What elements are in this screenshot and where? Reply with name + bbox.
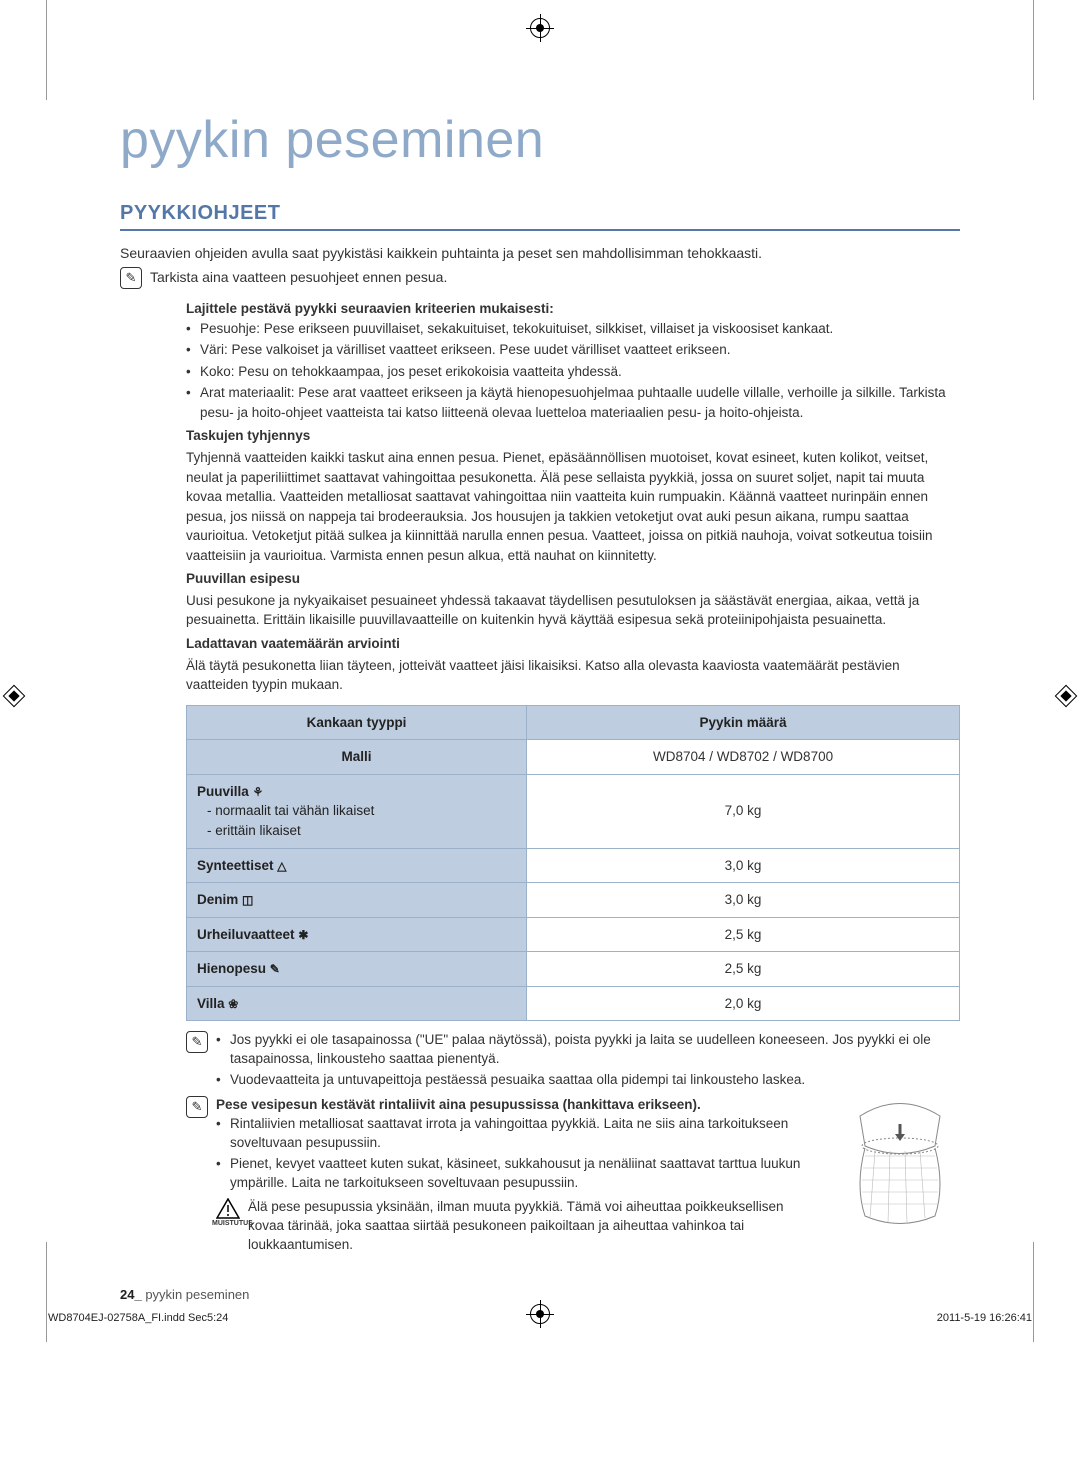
table-model-value: WD8704 / WD8702 / WD8700 [527, 740, 960, 775]
note-icon: ✎ [186, 1031, 208, 1053]
table-row-label: Villa ❀ [187, 986, 527, 1021]
sports-icon: ✱ [298, 928, 308, 942]
block4-head: Ladattavan vaatemäärän arviointi [186, 634, 960, 654]
row-value: 7,0 kg [527, 774, 960, 848]
block1-list: Pesuohje: Pese erikseen puuvillaiset, se… [186, 319, 960, 423]
warning-label: MUISTUTUS [212, 1219, 246, 1229]
row-value: 2,5 kg [527, 952, 960, 987]
footer-text: pyykin peseminen [145, 1287, 249, 1302]
delicate-icon: ✎ [270, 962, 280, 976]
table-header-amount: Pyykin määrä [527, 705, 960, 740]
crop-mark [46, 1242, 47, 1342]
row-value: 2,0 kg [527, 986, 960, 1021]
block3-head: Puuvillan esipesu [186, 569, 960, 589]
content-block-sort: Lajittele pestävä pyykki seuraavien krit… [186, 299, 960, 1259]
note-item: Pienet, kevyet vaatteet kuten sukat, käs… [230, 1155, 822, 1193]
note-item: Rintaliivien metalliosat saattavat irrot… [230, 1115, 822, 1153]
row-value: 2,5 kg [527, 917, 960, 952]
wool-icon: ❀ [228, 997, 238, 1011]
note-icon: ✎ [186, 1096, 208, 1118]
crop-mark [46, 0, 47, 100]
row-label: Urheiluvaatteet [197, 927, 295, 942]
block1-head: Lajittele pestävä pyykki seuraavien krit… [186, 299, 960, 319]
print-registration-top [530, 18, 550, 38]
table-row-label: Denim ◫ [187, 883, 527, 918]
table-row-label: Puuvilla ⚘ - normaalit tai vähän likaise… [187, 774, 527, 848]
block2-head: Taskujen tyhjennys [186, 426, 960, 446]
notesB-head: Pese vesipesun kestävät rintaliivit aina… [216, 1097, 701, 1112]
crop-mark [1033, 1242, 1034, 1342]
table-row-label: Hienopesu ✎ [187, 952, 527, 987]
warning-text: Älä pese pesupussia yksinään, ilman muut… [248, 1198, 822, 1255]
page-content: pyykin peseminen PYYKKIOHJEET Seuraavien… [0, 0, 1080, 1342]
list-item: Koko: Pesu on tehokkaampaa, jos peset er… [200, 362, 960, 382]
print-registration-bottom [530, 1304, 550, 1324]
main-title: pyykin peseminen [120, 110, 960, 170]
note-item: Jos pyykki ei ole tasapainossa ("UE" pal… [230, 1031, 960, 1069]
block4-text: Älä täytä pesukonetta liian täyteen, jot… [186, 656, 960, 695]
crop-mark [1033, 0, 1034, 100]
section-title: PYYKKIOHJEET [120, 202, 960, 231]
bottom-notes: ✎ Jos pyykki ei ole tasapainossa ("UE" p… [186, 1031, 960, 1259]
cotton-icon: ⚘ [253, 785, 264, 799]
row-label: Villa [197, 996, 225, 1011]
table-row-label: Urheiluvaatteet ✱ [187, 917, 527, 952]
row-label: Hienopesu [197, 961, 266, 976]
load-table: Kankaan tyyppi Pyykin määrä Malli WD8704… [186, 705, 960, 1022]
block3-text: Uusi pesukone ja nykyaikaiset pesuaineet… [186, 591, 960, 630]
note-item: Vuodevaatteita ja untuvapeittoja pestäes… [230, 1071, 960, 1090]
table-model-label: Malli [187, 740, 527, 775]
denim-icon: ◫ [242, 893, 253, 907]
warning-icon: MUISTUTUS [216, 1198, 240, 1219]
laundry-bag-illustration [840, 1096, 960, 1226]
table-row-label: Synteettiset △ [187, 848, 527, 883]
print-footer-right: 2011-5-19 16:26:41 [937, 1312, 1032, 1324]
row-label: Synteettiset [197, 858, 274, 873]
row-label: Denim [197, 892, 238, 907]
list-item: Arat materiaalit: Pese arat vaatteet eri… [200, 383, 960, 422]
table-header-type: Kankaan tyyppi [187, 705, 527, 740]
list-item: Pesuohje: Pese erikseen puuvillaiset, se… [200, 319, 960, 339]
row-sub: - erittäin likaiset [197, 821, 516, 841]
page-number: 24_ [120, 1287, 142, 1302]
block2-text: Tyhjennä vaatteiden kaikki taskut aina e… [186, 448, 960, 565]
row-label: Puuvilla [197, 784, 249, 799]
intro-text: Seuraavien ohjeiden avulla saat pyykistä… [120, 245, 960, 261]
note-text: Tarkista aina vaatteen pesuohjeet ennen … [150, 267, 447, 285]
synthetics-icon: △ [277, 859, 286, 873]
list-item: Väri: Pese valkoiset ja värilliset vaatt… [200, 340, 960, 360]
row-sub: - normaalit tai vähän likaiset [197, 801, 516, 821]
row-value: 3,0 kg [527, 848, 960, 883]
print-footer-left: WD8704EJ-02758A_FI.indd Sec5:24 [48, 1312, 228, 1324]
note-row: ✎ Tarkista aina vaatteen pesuohjeet enne… [120, 267, 960, 289]
note-icon: ✎ [120, 267, 142, 289]
row-value: 3,0 kg [527, 883, 960, 918]
